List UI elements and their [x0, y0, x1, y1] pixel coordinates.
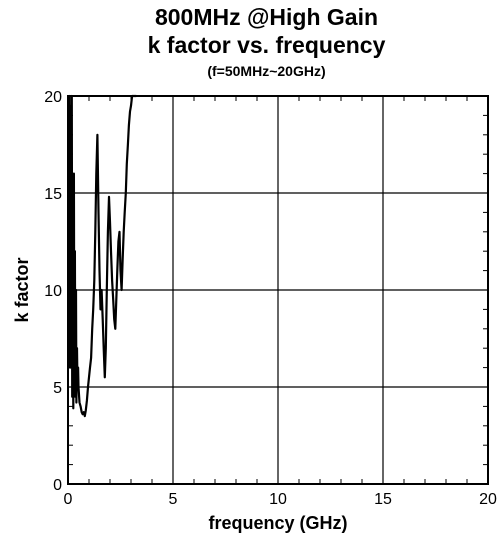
y-tick-label: 10 [44, 283, 62, 300]
series-line [67, 94, 137, 418]
tick-labels: 0 5 10 15 20 0 5 10 15 20 [44, 89, 497, 508]
y-tick-label: 15 [44, 186, 62, 203]
x-tick-label: 0 [64, 491, 73, 508]
y-axis-label: k factor [12, 257, 32, 322]
grid [68, 96, 488, 484]
y-tick-label: 5 [53, 380, 62, 397]
chart-range-note: (f=50MHz~20GHz) [207, 63, 326, 79]
x-axis-label: frequency (GHz) [208, 513, 347, 533]
x-tick-label: 10 [269, 491, 287, 508]
plot-frame [67, 95, 489, 485]
chart-title: 800MHz @High Gain [154, 4, 379, 30]
y-tick-label: 20 [44, 89, 62, 106]
chart-subtitle: k factor vs. frequency [147, 32, 386, 58]
x-tick-label: 5 [169, 491, 178, 508]
x-tick-label: 15 [374, 491, 392, 508]
x-tick-label: 20 [479, 491, 497, 508]
y-tick-label: 0 [53, 477, 62, 494]
